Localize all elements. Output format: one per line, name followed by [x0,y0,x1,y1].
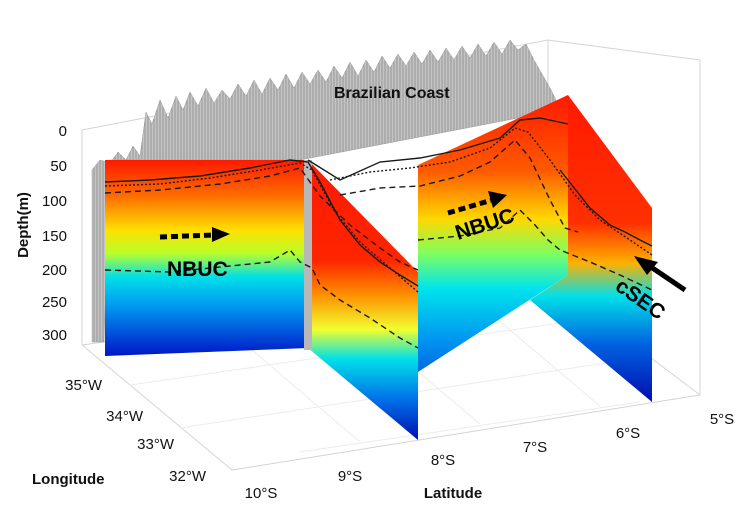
latitude-ticks: 10°S 9°S 8°S 7°S 6°S 5°S [245,411,735,502]
csec-arrow [634,256,687,293]
coast-relief [91,39,561,343]
coast-label: Brazilian Coast [334,85,450,102]
isolines [104,117,653,349]
longitude-ticks: 35°W 34°W 33°W 32°W [65,377,207,485]
section-panel-diagonal-north [530,95,652,402]
latitude-tick: 10°S [245,485,278,502]
longitude-tick: 35°W [65,377,103,394]
nbuc-label-left: NBUC [167,258,228,281]
longitude-axis-label: Longitude [32,471,104,488]
panel-seam [304,160,312,350]
longitude-tick: 32°W [169,468,207,485]
latitude-tick: 7°S [523,439,547,456]
section-panel-10s [105,160,308,356]
latitude-tick: 6°S [616,425,640,442]
section-panel-diagonal-south [308,160,418,440]
longitude-tick: 34°W [106,408,144,425]
nbuc-arrow-right [447,191,507,216]
longitude-tick: 33°W [137,436,175,453]
nbuc-arrow-left [159,227,230,242]
latitude-axis-label: Latitude [424,485,482,502]
depth-tick: 150 [42,228,67,245]
latitude-tick: 8°S [431,452,455,469]
depth-tick: 300 [42,327,67,344]
depth-tick: 250 [42,294,67,311]
depth-tick: 50 [50,158,67,175]
depth-tick: 200 [42,262,67,279]
depth-tick: 100 [42,193,67,210]
latitude-tick: 9°S [338,468,362,485]
latitude-tick: 5°S [710,411,734,428]
depth-axis-label: Depth(m) [15,192,32,258]
section-panel-8s [418,95,568,372]
depth-ticks: 0 50 100 150 200 250 300 [42,123,67,344]
depth-tick: 0 [59,123,67,140]
